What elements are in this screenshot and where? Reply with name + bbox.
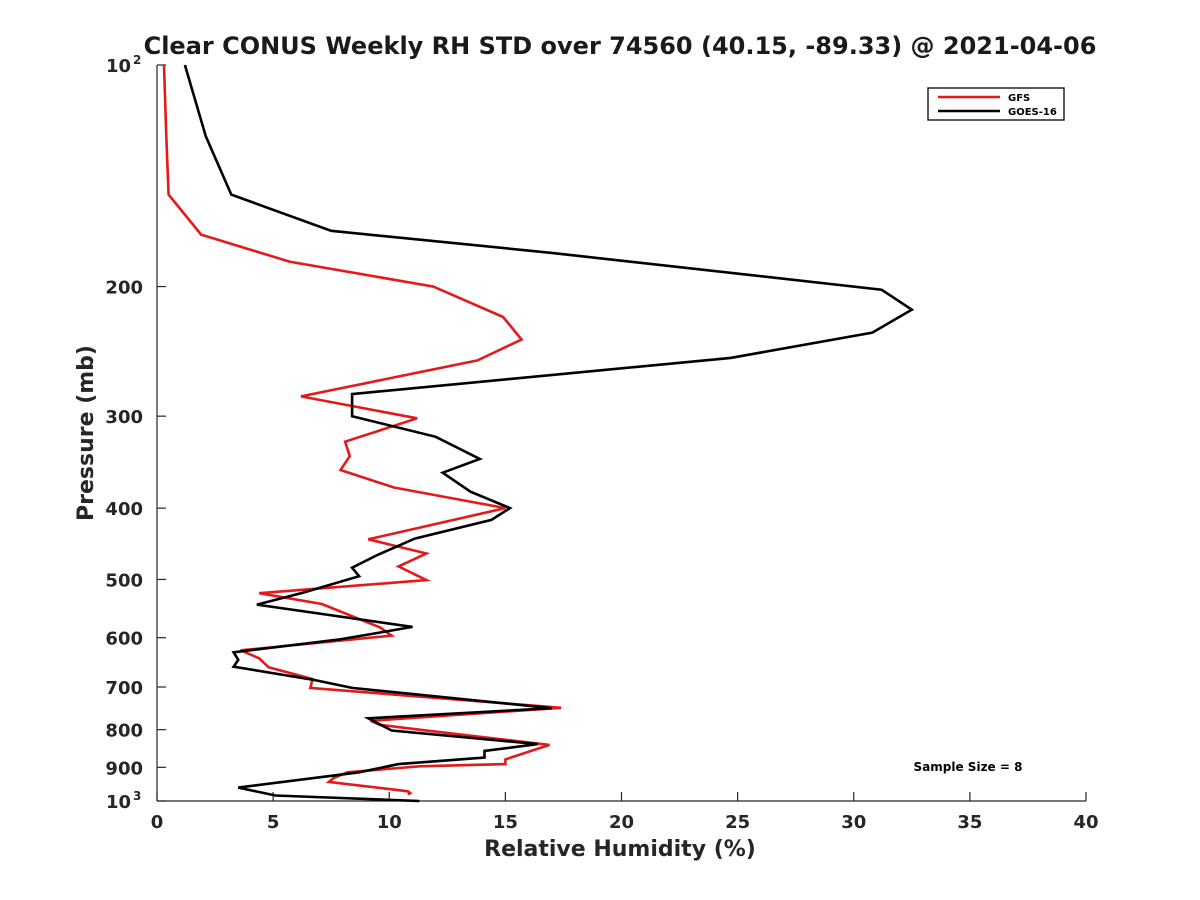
x-tick-label: 0 <box>151 812 164 833</box>
x-tick-label: 40 <box>1073 812 1098 833</box>
y-tick-label: 400 <box>105 499 143 520</box>
y-tick-label: 200 <box>105 278 143 299</box>
series-group <box>162 64 915 803</box>
y-tick-label: 600 <box>105 629 143 650</box>
x-tick-label: 10 <box>377 812 402 833</box>
x-ticks: 0 5 10 15 20 25 30 35 40 <box>151 792 1099 833</box>
series-line-gfs <box>162 64 562 796</box>
legend-entry: GFS <box>1008 93 1030 104</box>
x-tick-label: 35 <box>957 812 982 833</box>
x-tick-label: 20 <box>609 812 634 833</box>
y-tick-exponent: 3 <box>133 789 141 803</box>
x-tick-label: 5 <box>267 812 280 833</box>
y-tick-label: 10 <box>106 56 131 77</box>
plot-area: 0 5 10 15 20 25 30 35 40 10 220030040050060070080… <box>105 53 1098 833</box>
y-tick-exponent: 2 <box>133 53 141 67</box>
y-tick-label: 10 <box>106 792 131 813</box>
x-axis-label: Relative Humidity (%) <box>484 837 756 862</box>
x-tick-label: 25 <box>725 812 750 833</box>
y-axis-label: Pressure (mb) <box>74 345 99 521</box>
chart-title: Clear CONUS Weekly RH STD over 74560 (40… <box>144 32 1097 60</box>
y-tick-label: 900 <box>105 758 143 779</box>
y-tick-label: 500 <box>105 570 143 591</box>
x-tick-label: 15 <box>493 812 518 833</box>
sample-size-annotation: Sample Size = 8 <box>914 760 1023 774</box>
x-tick-label: 30 <box>841 812 866 833</box>
series-line-goes-16 <box>183 64 915 803</box>
y-tick-label: 700 <box>105 678 143 699</box>
legend: GFS GOES-16 <box>927 87 1065 121</box>
y-tick-label: 800 <box>105 721 143 742</box>
y-tick-label: 300 <box>105 407 143 428</box>
legend-entry: GOES-16 <box>1008 107 1057 118</box>
legend-box <box>927 87 1065 121</box>
